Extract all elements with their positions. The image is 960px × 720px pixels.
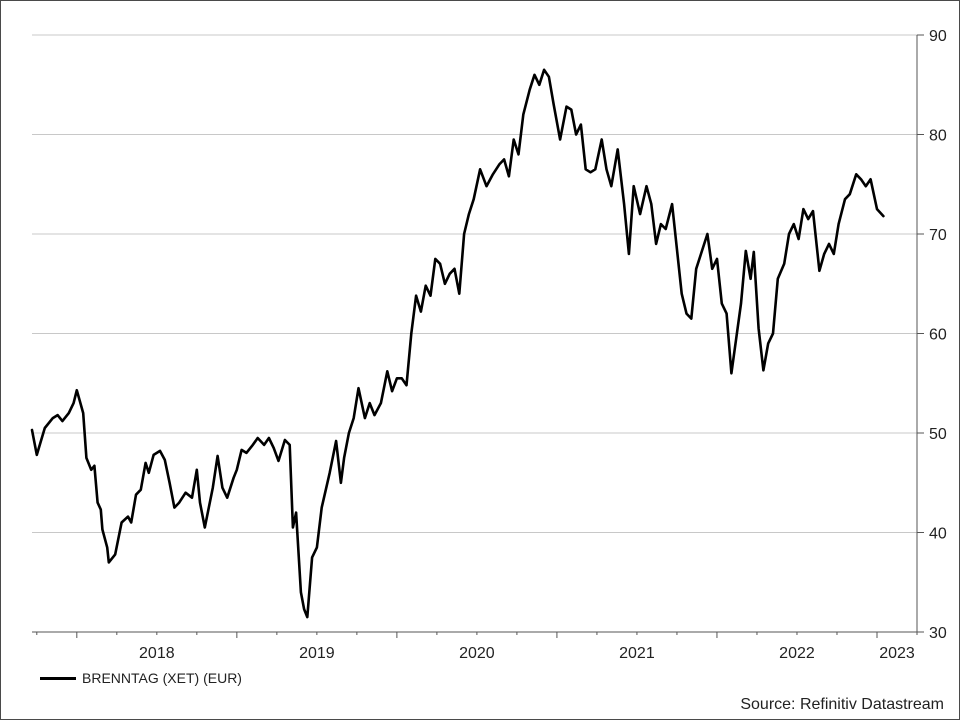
x-axis-ticks: 2018 2019 2020 2021 2022 2023 (36, 632, 918, 662)
x-tick-label: 2023 (879, 645, 915, 662)
legend-line-swatch (40, 676, 76, 680)
gridlines (32, 34, 917, 533)
y-axis-ticks: 30 40 50 60 70 80 90 (917, 28, 947, 642)
x-tick-label: 2020 (459, 645, 495, 662)
y-tick-label: 30 (929, 625, 947, 642)
series-line (30, 68, 885, 619)
y-tick-label: 40 (929, 526, 947, 543)
series-layer (30, 68, 885, 619)
y-tick-label: 50 (929, 426, 947, 443)
x-tick-label: 2018 (139, 645, 175, 662)
y-tick-label: 90 (929, 28, 947, 45)
legend-label: BRENNTAG (XET) (EUR) (82, 670, 242, 686)
legend: BRENNTAG (XET) (EUR) (40, 670, 242, 686)
x-tick-label: 2021 (619, 645, 655, 662)
x-tick-label: 2019 (299, 645, 335, 662)
x-tick-label: 2022 (779, 645, 815, 662)
source-note: Source: Refinitiv Datastream (740, 696, 944, 713)
y-tick-label: 80 (929, 128, 947, 145)
y-tick-label: 60 (929, 327, 947, 344)
y-tick-label: 70 (929, 227, 947, 244)
